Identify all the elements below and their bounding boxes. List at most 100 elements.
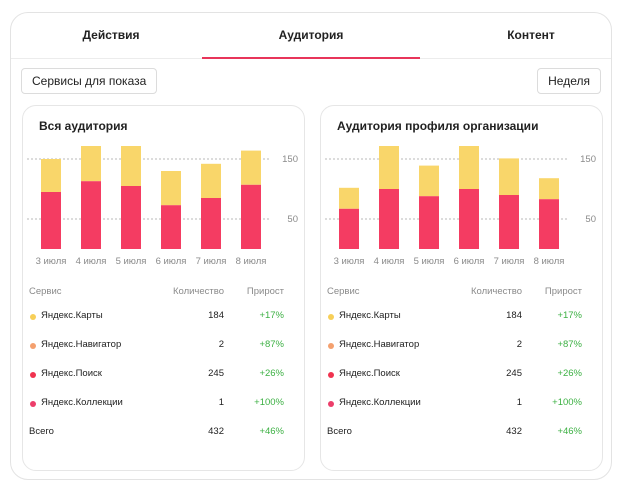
- col-header-quantity: Количество: [470, 286, 522, 297]
- service-name: Яндекс.Карты: [41, 310, 103, 321]
- service-growth: +26%: [557, 368, 582, 379]
- bar-segment-lower: [81, 181, 101, 249]
- service-name: Яндекс.Коллекции: [339, 397, 421, 408]
- service-growth: +100%: [552, 397, 582, 408]
- total-label: Всего: [29, 426, 54, 437]
- table-row: Яндекс.Навигатор 2 +87%: [321, 338, 604, 354]
- service-name: Яндекс.Навигатор: [41, 339, 122, 350]
- service-name: Яндекс.Навигатор: [339, 339, 420, 350]
- service-quantity: 1: [516, 397, 522, 408]
- total-growth: +46%: [557, 426, 582, 437]
- tab-actions[interactable]: Действия: [82, 28, 140, 42]
- total-quantity: 432: [208, 426, 224, 437]
- bar-segment-lower: [419, 196, 439, 249]
- col-header-service: Сервис: [29, 286, 62, 297]
- bar-segment-lower: [201, 198, 221, 249]
- panel-title: Вся аудитория: [39, 119, 128, 133]
- bar-segment-lower: [41, 192, 61, 249]
- table-row: Яндекс.Навигатор 2 +87%: [23, 338, 306, 354]
- table-row: Яндекс.Коллекции 1 +100%: [23, 396, 306, 412]
- service-name: Яндекс.Карты: [339, 310, 401, 321]
- y-tick-label: 50: [585, 214, 596, 225]
- bar-segment-upper: [121, 146, 141, 186]
- x-tick-label: 4 июля: [76, 256, 107, 267]
- service-growth: +17%: [259, 310, 284, 321]
- service-name: Яндекс.Коллекции: [41, 397, 123, 408]
- legend-dot: [328, 372, 334, 378]
- service-growth: +100%: [254, 397, 284, 408]
- total-label: Всего: [327, 426, 352, 437]
- tab-audience[interactable]: Аудитория: [202, 13, 420, 59]
- service-quantity: 245: [506, 368, 522, 379]
- x-tick-label: 3 июля: [334, 256, 365, 267]
- bar-segment-lower: [459, 189, 479, 249]
- service-growth: +17%: [557, 310, 582, 321]
- service-quantity: 2: [218, 339, 224, 350]
- x-tick-label: 3 июля: [36, 256, 67, 267]
- table-total-row: Всего 432 +46%: [321, 425, 604, 441]
- legend-dot: [30, 343, 36, 349]
- y-tick-label: 50: [287, 214, 298, 225]
- service-quantity: 184: [208, 310, 224, 321]
- legend-dot: [30, 314, 36, 320]
- legend-dot: [328, 343, 334, 349]
- bar-segment-upper: [539, 178, 559, 200]
- col-header-growth: Прирост: [544, 286, 582, 297]
- bar-segment-upper: [161, 171, 181, 206]
- service-quantity: 2: [516, 339, 522, 350]
- bar-segment-upper: [201, 163, 221, 198]
- bar-segment-upper: [499, 158, 519, 195]
- total-quantity: 432: [506, 426, 522, 437]
- bar-segment-upper: [339, 187, 359, 209]
- x-tick-label: 5 июля: [414, 256, 445, 267]
- table-total-row: Всего 432 +46%: [23, 425, 306, 441]
- service-quantity: 1: [218, 397, 224, 408]
- col-header-growth: Прирост: [246, 286, 284, 297]
- dashboard-frame: Действия Аудитория Контент Сервисы для п…: [10, 12, 612, 480]
- bar-segment-upper: [241, 150, 261, 185]
- bar-segment-lower: [539, 199, 559, 249]
- bar-segment-upper: [419, 165, 439, 197]
- bar-segment-upper: [41, 159, 61, 192]
- col-header-quantity: Количество: [172, 286, 224, 297]
- table-row: Яндекс.Карты 184 +17%: [23, 309, 306, 325]
- legend-dot: [328, 401, 334, 407]
- x-tick-label: 6 июля: [156, 256, 187, 267]
- services-button[interactable]: Сервисы для показа: [21, 68, 158, 94]
- service-quantity: 245: [208, 368, 224, 379]
- x-tick-label: 8 июля: [534, 256, 565, 267]
- table-row: Яндекс.Поиск 245 +26%: [23, 367, 306, 383]
- bar-segment-upper: [379, 146, 399, 189]
- y-tick-label: 150: [580, 154, 596, 165]
- table-row: Яндекс.Коллекции 1 +100%: [321, 396, 604, 412]
- service-growth: +87%: [259, 339, 284, 350]
- panel-title: Аудитория профиля организации: [337, 119, 539, 133]
- x-tick-label: 7 июля: [196, 256, 227, 267]
- x-tick-label: 8 июля: [236, 256, 267, 267]
- legend-dot: [30, 372, 36, 378]
- legend-dot: [30, 401, 36, 407]
- x-tick-label: 5 июля: [116, 256, 147, 267]
- col-header-service: Сервис: [327, 286, 360, 297]
- bar-segment-lower: [161, 205, 181, 249]
- service-growth: +87%: [557, 339, 582, 350]
- total-growth: +46%: [259, 426, 284, 437]
- service-quantity: 184: [506, 310, 522, 321]
- x-tick-label: 7 июля: [494, 256, 525, 267]
- audience-panel-profile: Аудитория профиля организации 501502003 …: [320, 105, 603, 471]
- bar-segment-lower: [241, 184, 261, 249]
- bar-segment-lower: [121, 186, 141, 249]
- bar-segment-lower: [499, 195, 519, 249]
- table-row: Яндекс.Поиск 245 +26%: [321, 367, 604, 383]
- service-name: Яндекс.Поиск: [41, 368, 102, 379]
- bar-segment-upper: [81, 146, 101, 182]
- bar-segment-lower: [379, 189, 399, 249]
- x-tick-label: 4 июля: [374, 256, 405, 267]
- service-growth: +26%: [259, 368, 284, 379]
- bar-segment-lower: [339, 208, 359, 249]
- tab-content[interactable]: Контент: [507, 28, 555, 42]
- table-row: Яндекс.Карты 184 +17%: [321, 309, 604, 325]
- period-button[interactable]: Неделя: [537, 68, 601, 94]
